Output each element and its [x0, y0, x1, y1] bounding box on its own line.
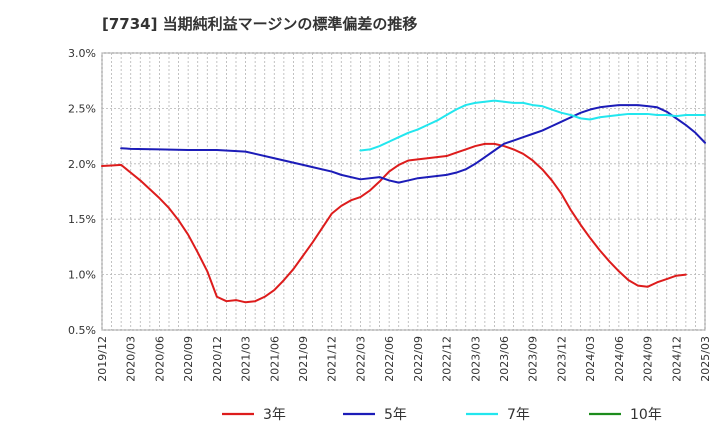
- y-tick-label: 2.0%: [68, 158, 96, 171]
- series-line-5年: [120, 104, 706, 184]
- y-axis-tick-labels: 0.5% 1.0% 1.5% 2.0% 2.5% 3.0%: [68, 47, 96, 337]
- legend-label: 7年: [507, 407, 530, 423]
- chart-title: [7734] 当期純利益マージンの標準偏差の推移: [102, 15, 417, 33]
- legend-label: 10年: [630, 407, 662, 423]
- x-tick-label: 2020/03: [125, 336, 138, 382]
- x-tick-label: 2020/09: [182, 336, 195, 382]
- x-axis-tick-labels: 2019/12 2020/03 2020/06 2020/09 2020/12 2021/…: [96, 336, 712, 382]
- legend-label: 3年: [263, 407, 286, 423]
- x-tick-label: 2024/12: [670, 336, 683, 382]
- x-tick-label: 2022/03: [354, 336, 367, 382]
- legend-label: 5年: [384, 407, 407, 423]
- plot-area: [101, 52, 706, 331]
- x-tick-label: 2023/03: [469, 336, 482, 382]
- x-tick-label: 2024/06: [613, 336, 626, 382]
- x-tick-label: 2021/03: [240, 336, 253, 382]
- x-tick-label: 2023/06: [498, 336, 511, 382]
- y-tick-label: 2.5%: [68, 102, 96, 115]
- series-line-3年: [101, 142, 687, 304]
- x-tick-label: 2023/12: [555, 336, 568, 382]
- x-tick-label: 2020/12: [211, 336, 224, 382]
- x-tick-label: 2022/06: [383, 336, 396, 382]
- y-tick-label: 3.0%: [68, 47, 96, 60]
- series-lines: [101, 99, 706, 304]
- x-tick-label: 2021/12: [326, 336, 339, 382]
- grid: [101, 52, 706, 331]
- x-tick-label: 2021/09: [297, 336, 310, 382]
- x-tick-label: 2019/12: [96, 336, 109, 382]
- x-tick-label: 2023/09: [527, 336, 540, 382]
- x-tick-label: 2025/03: [699, 336, 712, 382]
- x-tick-label: 2021/06: [268, 336, 281, 382]
- y-tick-label: 1.0%: [68, 269, 96, 282]
- x-tick-label: 2024/09: [642, 336, 655, 382]
- y-tick-label: 0.5%: [68, 324, 96, 337]
- x-tick-label: 2022/09: [412, 336, 425, 382]
- x-tick-label: 2020/06: [153, 336, 166, 382]
- x-tick-label: 2022/12: [441, 336, 454, 382]
- legend: 3年 5年 7年 10年: [222, 407, 662, 423]
- x-tick-label: 2024/03: [584, 336, 597, 382]
- series-line-7年: [359, 99, 706, 152]
- y-tick-label: 1.5%: [68, 213, 96, 226]
